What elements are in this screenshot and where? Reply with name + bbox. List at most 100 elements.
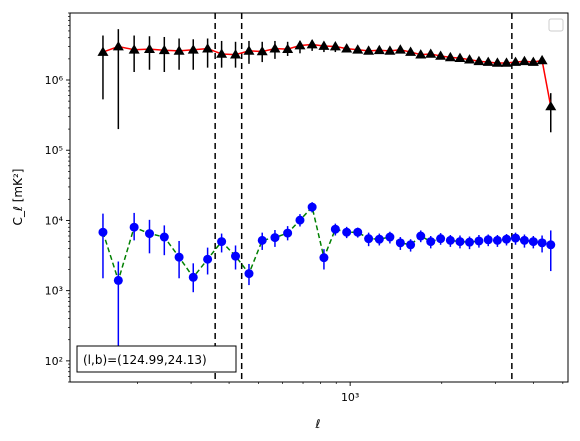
- triangle-marker: [282, 43, 294, 54]
- series-markers: [97, 39, 557, 285]
- triangle-marker: [454, 52, 466, 62]
- triangle-marker: [128, 44, 140, 54]
- triangle-marker: [187, 44, 199, 54]
- vertical-lines: [214, 13, 513, 382]
- circle-marker: [217, 237, 227, 247]
- circle-marker: [231, 251, 241, 261]
- circle-marker: [492, 235, 502, 245]
- circle-marker: [144, 229, 154, 239]
- circle-marker: [546, 240, 556, 250]
- circle-marker: [519, 235, 529, 245]
- circle-marker: [511, 233, 521, 243]
- circle-marker: [319, 253, 329, 263]
- triangle-marker: [143, 43, 155, 54]
- annotation-text: (l,b)=(124.99,24.13): [83, 353, 207, 367]
- triangle-marker: [363, 45, 375, 55]
- triangle-marker: [405, 46, 417, 56]
- circle-marker: [537, 238, 547, 248]
- plot-frame: [69, 12, 569, 383]
- axis-ticks: 10² 10³ 10⁴ 10⁵ 10⁶ 10³: [45, 12, 564, 404]
- x-axis-label: ℓ: [315, 417, 321, 431]
- circle-marker: [395, 238, 405, 248]
- y-tick-label: 10⁵: [45, 144, 63, 157]
- circle-marker: [98, 227, 108, 237]
- y-tick-label: 10⁶: [45, 74, 64, 87]
- circle-marker: [528, 237, 538, 247]
- circle-marker: [307, 202, 317, 212]
- triangle-marker: [464, 54, 476, 64]
- circle-marker: [159, 232, 169, 242]
- triangle-marker: [243, 45, 255, 55]
- circle-marker: [426, 237, 436, 247]
- series-line: [102, 205, 551, 283]
- triangle-marker: [352, 44, 364, 54]
- triangle-marker: [294, 40, 306, 50]
- y-tick-label: 10²: [45, 355, 63, 368]
- circle-marker: [295, 215, 305, 225]
- circle-marker: [257, 235, 267, 245]
- triangle-marker: [527, 56, 539, 66]
- triangle-marker: [394, 44, 406, 54]
- triangle-marker: [444, 51, 456, 62]
- annotation-frame: [76, 345, 237, 373]
- circle-marker: [113, 275, 123, 285]
- triangle-marker: [482, 56, 494, 66]
- circle-marker: [174, 252, 184, 262]
- triangle-marker: [473, 55, 485, 66]
- triangle-marker: [545, 100, 557, 111]
- circle-marker: [474, 236, 484, 246]
- annotation-box: (l,b)=(124.99,24.13): [76, 345, 237, 373]
- circle-marker: [455, 237, 465, 247]
- triangle-marker: [329, 41, 341, 51]
- circle-marker: [416, 231, 426, 241]
- triangle-marker: [202, 43, 214, 53]
- triangle-marker: [425, 48, 437, 58]
- circle-marker: [364, 234, 374, 244]
- legend-box: [548, 18, 564, 32]
- series-lines: [102, 43, 552, 283]
- triangle-marker: [384, 45, 396, 55]
- circle-marker: [129, 222, 139, 232]
- triangle-marker: [112, 41, 124, 51]
- circle-marker: [483, 235, 493, 245]
- circle-marker: [374, 234, 384, 244]
- circle-marker: [203, 254, 213, 264]
- circle-marker: [330, 224, 340, 234]
- circle-marker: [244, 269, 254, 279]
- circle-marker: [406, 240, 416, 250]
- y-axis-label: C_ℓ [mK²]: [11, 169, 25, 226]
- circle-marker: [353, 227, 363, 237]
- series-line: [102, 43, 552, 107]
- triangle-marker: [318, 40, 330, 50]
- circle-marker: [445, 235, 455, 245]
- triangle-marker: [510, 56, 522, 66]
- circle-marker: [188, 272, 198, 282]
- triangle-marker: [536, 54, 548, 65]
- triangle-marker: [216, 48, 228, 58]
- y-tick-label: 10³: [45, 285, 63, 298]
- triangle-marker: [173, 45, 185, 55]
- triangle-marker: [491, 57, 503, 67]
- circle-marker: [283, 228, 293, 238]
- x-tick-label: 10³: [341, 391, 359, 404]
- triangle-marker: [269, 43, 281, 53]
- triangle-marker: [518, 55, 530, 66]
- triangle-marker: [341, 43, 353, 53]
- circle-marker: [270, 233, 280, 243]
- triangle-marker: [435, 50, 447, 60]
- triangle-marker: [158, 44, 170, 55]
- triangle-marker: [97, 46, 109, 56]
- triangle-marker: [415, 49, 427, 59]
- circle-marker: [465, 237, 475, 247]
- triangle-marker: [373, 44, 385, 55]
- triangle-marker: [306, 39, 318, 49]
- y-tick-label: 10⁴: [45, 214, 64, 227]
- circle-marker: [502, 234, 512, 244]
- circle-marker: [385, 232, 395, 242]
- triangle-marker: [256, 45, 268, 56]
- triangle-marker: [501, 57, 513, 67]
- circle-marker: [342, 227, 352, 237]
- triangle-marker: [230, 49, 242, 59]
- circle-marker: [436, 234, 446, 244]
